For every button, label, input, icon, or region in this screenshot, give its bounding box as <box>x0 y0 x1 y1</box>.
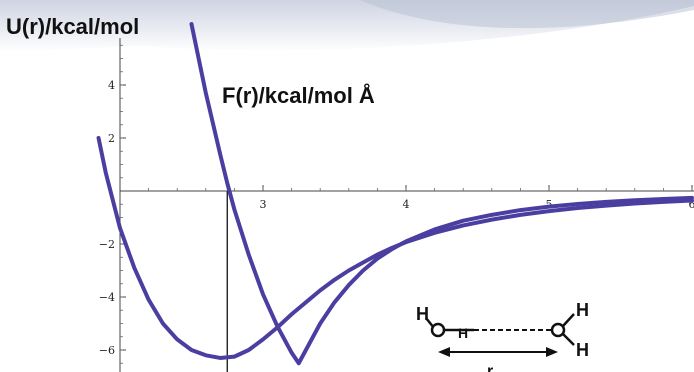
y-tick-label: −6 <box>99 344 115 357</box>
o-h-bond-right-top <box>562 313 575 327</box>
distance-label: r <box>487 363 493 372</box>
h-atom-right-top: H <box>576 300 589 320</box>
x-tick-label: 4 <box>403 198 410 211</box>
force-label: F(r)/kcal/mol Å <box>222 83 375 108</box>
distance-arrowhead-left <box>438 347 450 357</box>
h-atom-middle: H <box>458 325 468 341</box>
axes: 3 4 5 6 4 2 −2 −4 −6 <box>99 38 694 372</box>
h-atom-left: H <box>416 304 429 324</box>
x-tick-label: 3 <box>260 198 267 211</box>
oxygen-atom-right <box>550 322 566 338</box>
y-tick-label: 4 <box>108 79 115 92</box>
series-group <box>96 22 694 366</box>
x-tick-label: 6 <box>689 198 694 211</box>
y-axis-label: U(r)/kcal/mol <box>6 14 140 39</box>
h-atom-right-bottom: H <box>576 340 589 360</box>
y-tick-label: 2 <box>108 132 115 145</box>
o-h-bond-right-bottom <box>562 333 575 346</box>
y-tick-label: −4 <box>99 291 115 304</box>
y-tick-label: −2 <box>99 238 115 251</box>
water-dimer-diagram: H H H H r <box>416 300 589 372</box>
force-curve <box>189 22 694 366</box>
potential-curve <box>96 136 694 360</box>
x-tick-label: 5 <box>546 198 553 211</box>
distance-arrowhead-right <box>546 347 558 357</box>
oxygen-atom-left <box>430 322 446 338</box>
